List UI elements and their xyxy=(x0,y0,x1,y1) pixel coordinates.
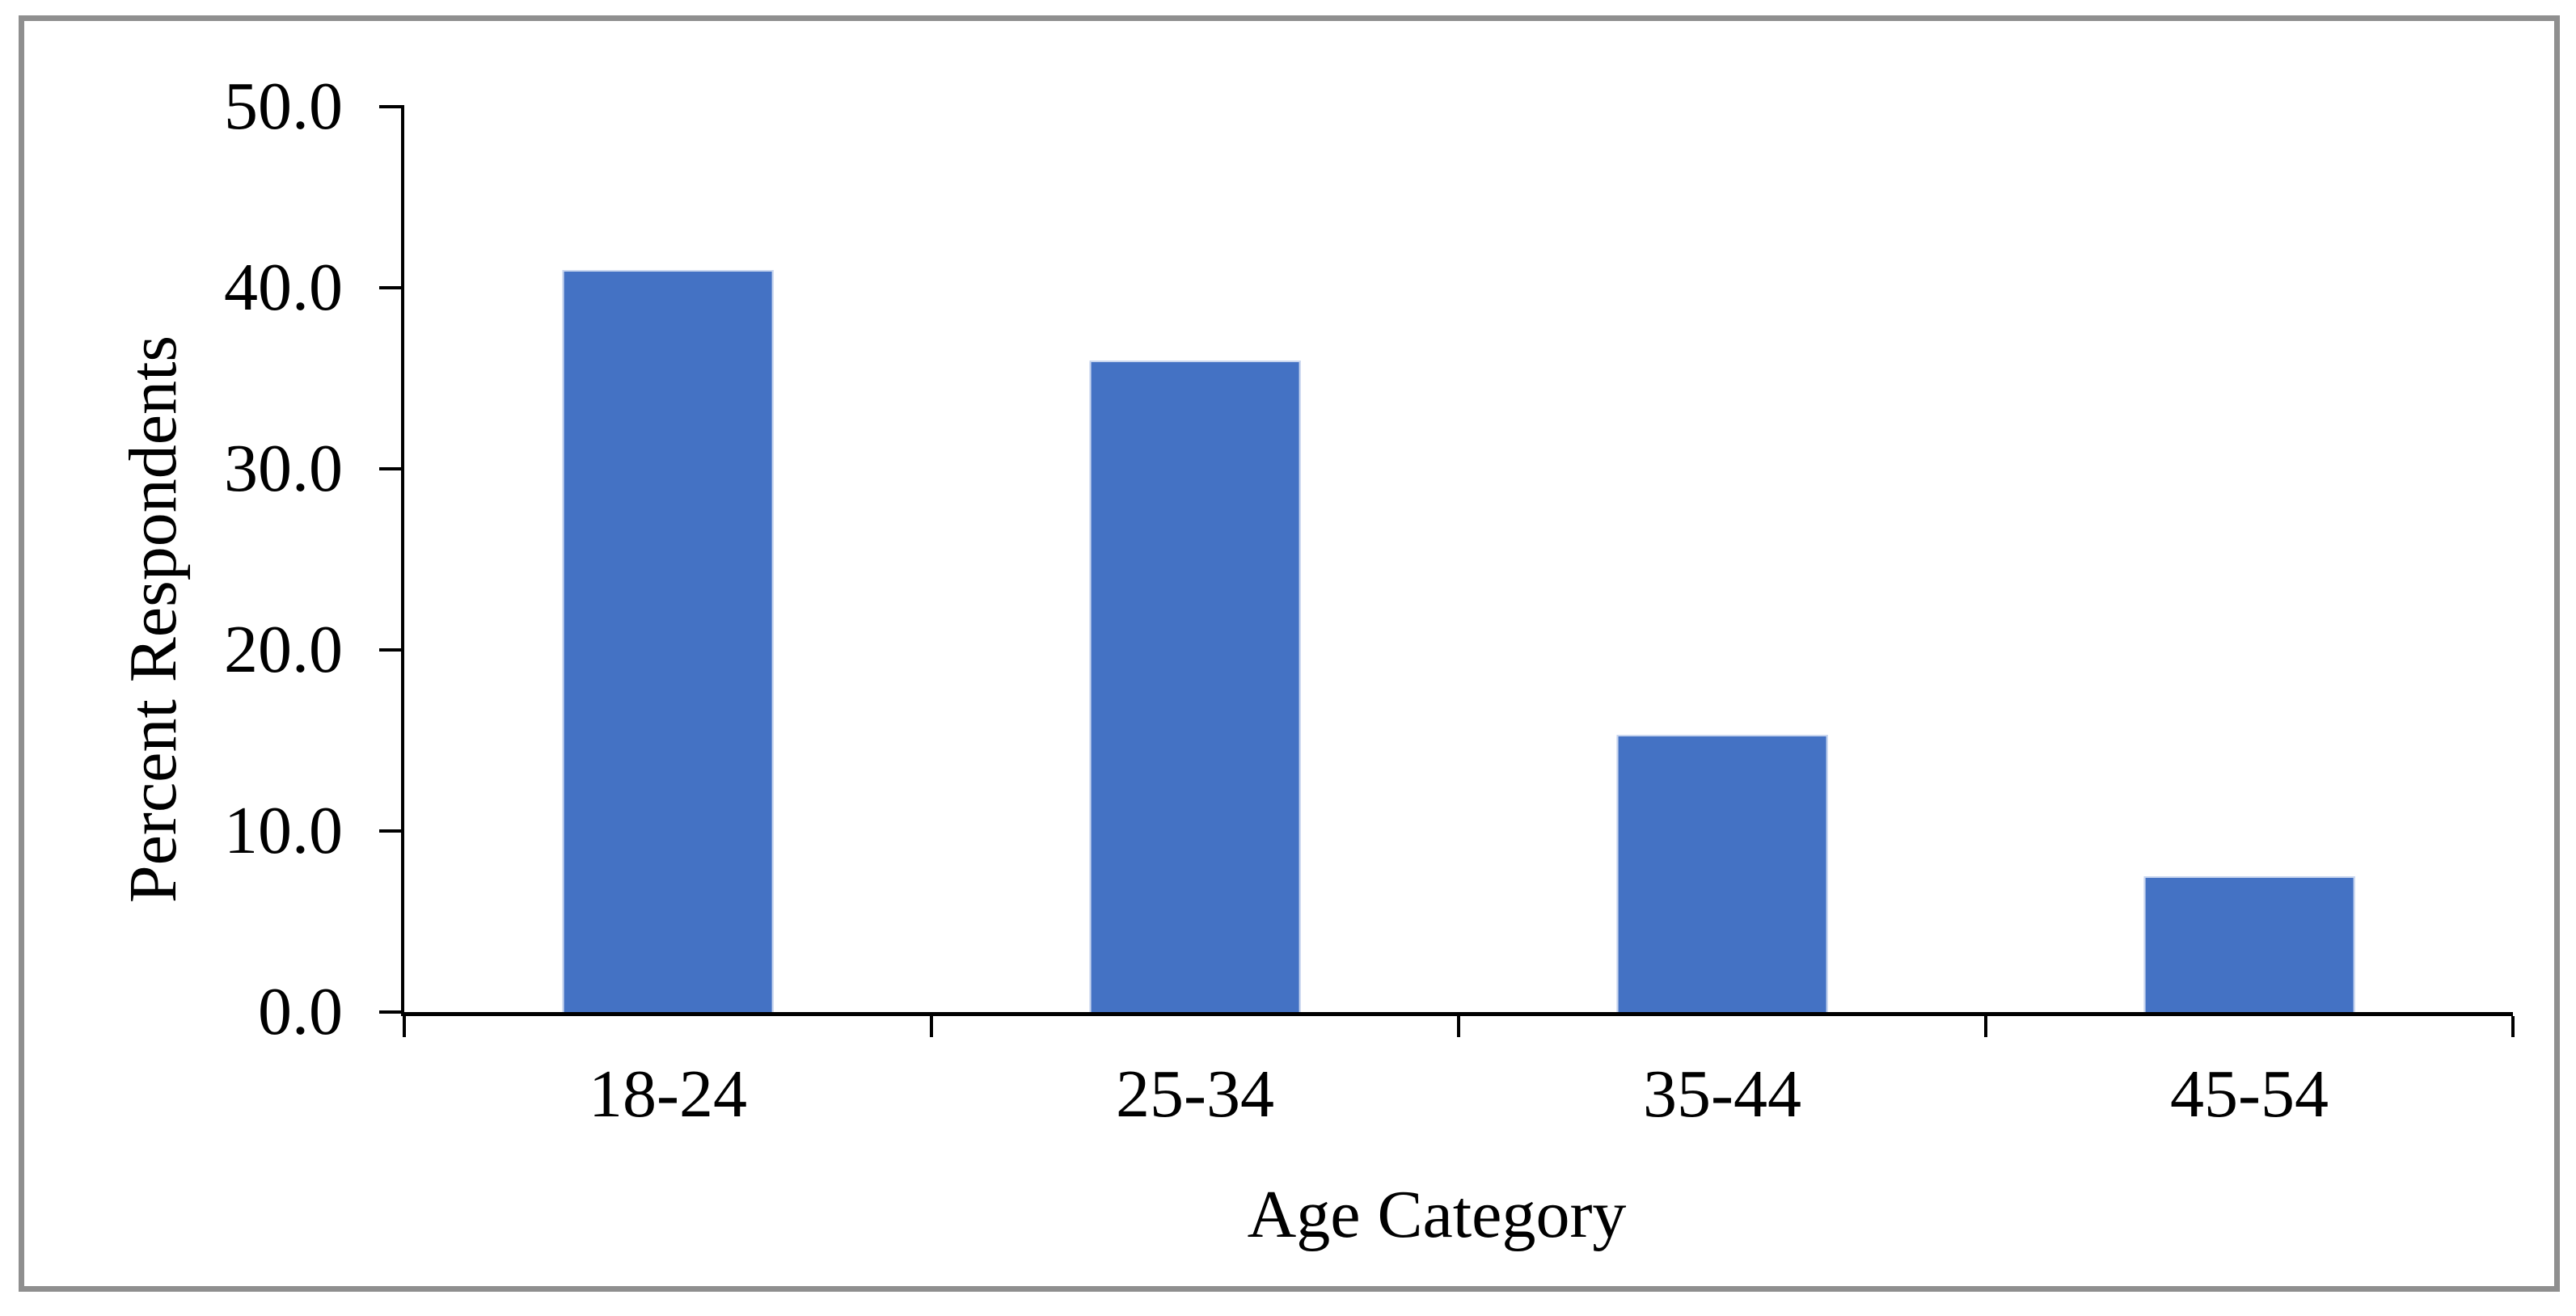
y-axis-tick-label: 30.0 xyxy=(224,431,343,506)
y-axis-tick xyxy=(379,829,404,833)
y-axis-tick-label: 0.0 xyxy=(258,974,343,1049)
y-axis-tick-label: 10.0 xyxy=(224,793,343,868)
x-axis-title: Age Category xyxy=(1247,1177,1627,1252)
x-axis-tick xyxy=(2511,1016,2515,1037)
bar-25-34 xyxy=(1089,360,1301,1012)
plot-area: 0.0 10.0 20.0 30.0 40.0 50.0 18-24 25-34 35-44 45… xyxy=(224,73,2515,1128)
y-axis-tick-label: 40.0 xyxy=(224,250,343,325)
x-category-label: 35-44 xyxy=(1643,1057,1801,1132)
x-axis-tick xyxy=(1984,1016,1987,1037)
x-axis-tick xyxy=(403,1016,406,1037)
bar-18-24 xyxy=(562,269,774,1012)
x-category-label: 45-54 xyxy=(2170,1057,2329,1132)
y-axis-tick-label: 50.0 xyxy=(224,69,343,144)
y-axis-tick-label: 20.0 xyxy=(224,612,343,687)
x-axis-tick xyxy=(930,1016,933,1037)
y-axis-tick xyxy=(379,1010,404,1014)
y-axis-title: Percent Respondents xyxy=(116,335,191,904)
y-axis-tick xyxy=(379,648,404,652)
x-category-label: 25-34 xyxy=(1116,1057,1274,1132)
bar-45-54 xyxy=(2143,876,2355,1012)
y-axis-tick xyxy=(379,286,404,289)
y-axis-tick xyxy=(379,467,404,470)
y-axis-tick xyxy=(379,105,404,108)
x-axis-tick xyxy=(1457,1016,1460,1037)
bar-35-44 xyxy=(1616,735,1828,1012)
chart-outer-frame: Percent Respondents 0.0 10.0 20.0 30.0 40.0 5… xyxy=(19,15,2560,1292)
x-category-label: 18-24 xyxy=(589,1057,747,1132)
